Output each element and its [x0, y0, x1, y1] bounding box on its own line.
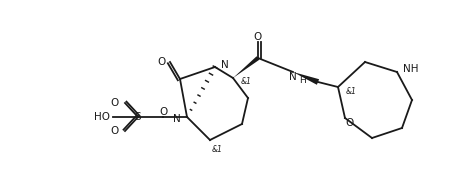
Text: &1: &1	[346, 87, 357, 96]
Text: N: N	[173, 114, 181, 124]
Text: N: N	[289, 72, 297, 82]
Text: S: S	[135, 112, 141, 122]
Text: O: O	[158, 57, 166, 67]
Text: O: O	[111, 126, 119, 136]
Polygon shape	[293, 72, 319, 85]
Text: O: O	[346, 118, 354, 128]
Text: &1: &1	[241, 76, 252, 85]
Text: H: H	[299, 76, 306, 85]
Text: NH: NH	[403, 64, 418, 74]
Text: O: O	[111, 98, 119, 108]
Text: HO: HO	[94, 112, 110, 122]
Text: O: O	[254, 32, 262, 42]
Text: O: O	[159, 107, 167, 117]
Polygon shape	[233, 56, 259, 78]
Text: N: N	[221, 60, 229, 70]
Text: &1: &1	[212, 145, 223, 154]
